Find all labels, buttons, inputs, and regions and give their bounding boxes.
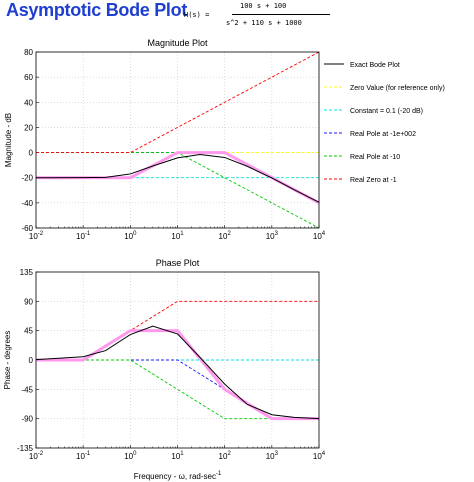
legend-label: Exact Bode Plot (350, 62, 400, 69)
magnitude-ytick-label: 80 (24, 48, 33, 57)
legend-label: Real Zero at -1 (350, 177, 397, 184)
tf-lhs: H(s) = (184, 11, 210, 19)
magnitude-ytick-label: -60 (21, 224, 33, 233)
tf-fraction-bar (232, 14, 330, 15)
magnitude-ytick-label: 0 (29, 149, 34, 158)
magnitude-xtick-label: 10-1 (76, 231, 91, 241)
magnitude-ytick-label: -40 (21, 199, 33, 208)
magnitude-ytick-label: -20 (21, 174, 33, 183)
phase-ytick-label: -45 (21, 385, 33, 394)
legend-label: Real Pole at -1e+002 (350, 131, 416, 138)
magnitude-plot-title: Magnitude Plot (147, 38, 208, 48)
magnitude-xtick-label: 100 (124, 231, 137, 241)
phase-xtick-label: 10-2 (29, 451, 44, 461)
magnitude-ytick-label: 40 (24, 98, 33, 107)
magnitude-xtick-label: 101 (171, 231, 184, 241)
phase-ytick-label: 0 (29, 356, 34, 365)
magnitude-xtick-label: 104 (313, 231, 326, 241)
phase-plot-title: Phase Plot (156, 258, 200, 268)
phase-xlabel: Frequency - ω, rad-sec-1 (134, 471, 222, 481)
tf-numerator: 100 s + 100 (240, 2, 287, 10)
magnitude-xtick-label: 103 (266, 231, 279, 241)
magnitude-ytick-label: 60 (24, 73, 33, 82)
phase-xtick-label: 103 (266, 451, 279, 461)
phase-ytick-label: 135 (20, 268, 34, 277)
phase-ylabel: Phase - degrees (3, 331, 12, 390)
legend-label: Constant = 0.1 (-20 dB) (350, 108, 423, 115)
phase-ytick-label: 45 (24, 327, 33, 336)
legend-label: Zero Value (for reference only) (350, 85, 445, 92)
phase-xtick-label: 101 (171, 451, 184, 461)
phase-xtick-label: 10-1 (76, 451, 91, 461)
magnitude-plot-frame (35, 51, 320, 229)
magnitude-xtick-label: 102 (219, 231, 232, 241)
magnitude-xtick-label: 10-2 (29, 231, 44, 241)
phase-asymptotic-total-line (36, 329, 319, 421)
page-title: Asymptotic Bode Plot (6, 0, 188, 20)
phase-xtick-label: 100 (124, 451, 137, 461)
phase-series-exact-bode-plot (35, 325, 320, 420)
phase-plot-frame (35, 271, 320, 449)
phase-xtick-label: 102 (219, 451, 232, 461)
phase-xtick-label: 104 (313, 451, 326, 461)
tf-denominator: s^2 + 110 s + 1000 (226, 19, 302, 27)
legend-label: Real Pole at -10 (350, 154, 400, 161)
magnitude-ylabel: Magnitude - dB (4, 113, 13, 167)
magnitude-series-real-zero-at-1 (36, 51, 320, 154)
phase-ytick-label: -90 (21, 415, 33, 424)
phase-ytick-label: -135 (17, 444, 34, 453)
phase-ytick-label: 90 (24, 297, 33, 306)
magnitude-ytick-label: 20 (24, 123, 33, 132)
transfer-function: H(s) = 100 s + 100 s^2 + 110 s + 1000 (184, 2, 334, 32)
magnitude-series-exact-bode-plot (35, 153, 320, 203)
